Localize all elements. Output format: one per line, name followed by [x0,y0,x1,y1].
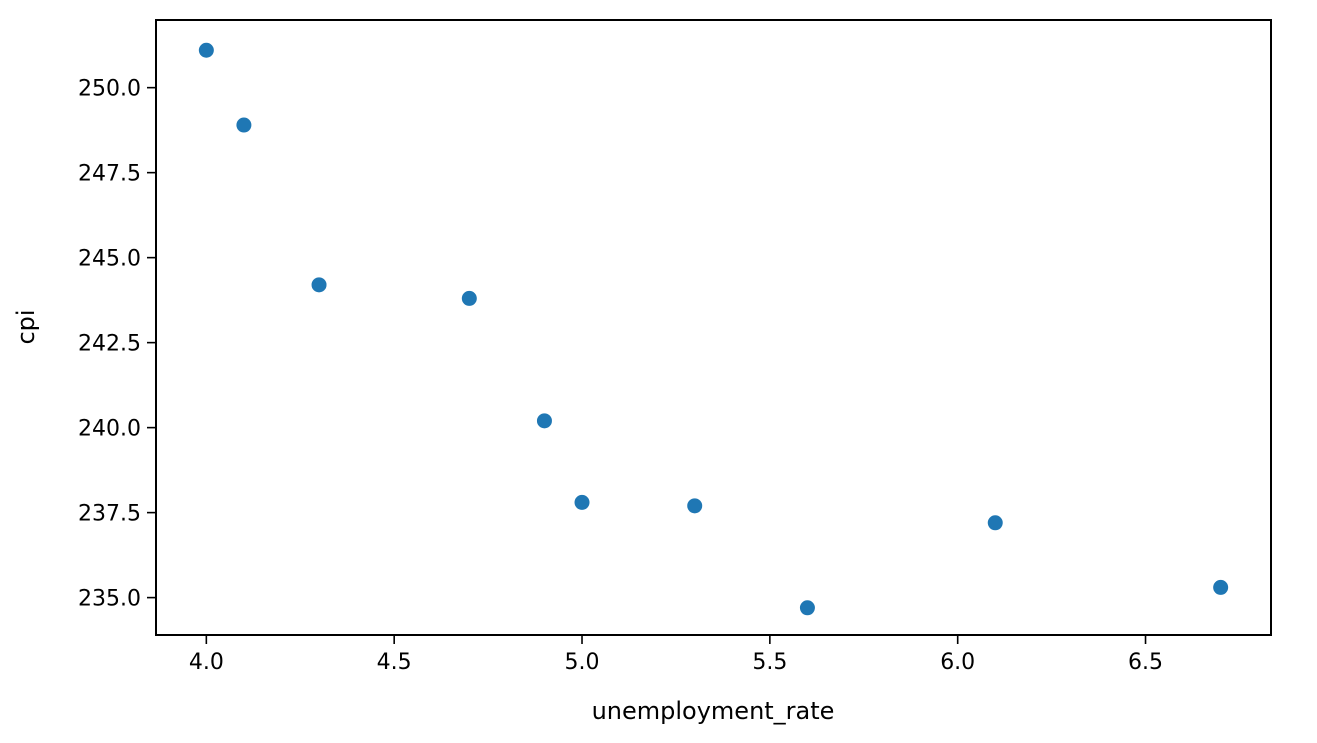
y-tick-label: 245.0 [78,247,141,272]
points-layer [198,42,1229,616]
x-tick-label: 5.0 [565,650,600,675]
x-axis-label: unemployment_rate [592,697,835,725]
y-tick-label: 235.0 [78,587,141,612]
y-tick-label: 240.0 [78,417,141,442]
x-axis: 4.0 4.5 5.0 5.5 6.0 6.5 [189,635,1163,675]
y-tick-label: 250.0 [78,77,141,102]
x-tick-label: 4.0 [189,650,224,675]
data-point [198,42,214,58]
data-point [461,290,477,306]
data-point [574,494,590,510]
plot-frame [155,19,1272,636]
x-tick-label: 6.5 [1128,650,1163,675]
data-point [536,413,552,429]
x-tick-label: 5.5 [752,650,787,675]
y-tick-label: 237.5 [78,502,141,527]
x-tick-label: 6.0 [940,650,975,675]
y-tick-label: 247.5 [78,162,141,187]
data-point [799,600,815,616]
data-point [987,515,1003,531]
x-tick-label: 4.5 [377,650,412,675]
y-axis-label: cpi [12,309,40,344]
data-point [311,277,327,293]
y-tick-label: 242.5 [78,332,141,357]
y-axis: 235.0 237.5 240.0 242.5 245.0 247.5 250.0 [78,77,156,612]
data-point [687,498,703,514]
data-point [1213,579,1229,595]
data-point [236,117,252,133]
